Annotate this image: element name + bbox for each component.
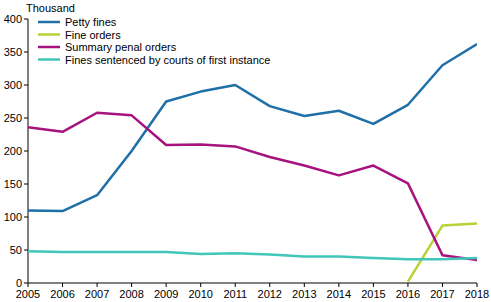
x-tick — [131, 283, 132, 287]
legend-label: Petty fines — [65, 16, 117, 28]
x-tick-label: 2006 — [50, 288, 74, 300]
x-tick — [442, 283, 443, 287]
x-tick-label: 2008 — [119, 288, 143, 300]
x-tick — [269, 283, 270, 287]
plot-area — [28, 44, 477, 282]
x-tick-label: 2015 — [361, 288, 385, 300]
x-tick-label: 2005 — [16, 288, 40, 300]
x-tick — [97, 283, 98, 287]
y-tick-label: 300 — [4, 79, 22, 91]
y-tick-label: 150 — [4, 178, 22, 190]
x-tick — [304, 283, 305, 287]
x-tick-label: 2011 — [223, 288, 247, 300]
y-tick-label: 200 — [4, 145, 22, 157]
y-axis-label: Thousand — [26, 2, 75, 14]
y-tick-label: 50 — [10, 244, 22, 256]
y-tick — [24, 85, 28, 86]
y-tick-label: 250 — [4, 112, 22, 124]
legend-swatch — [38, 21, 60, 24]
series-line — [28, 251, 477, 259]
x-axis: 2005 2006 2007 2008 2009 2010 2011 2012 2013 2014… — [16, 283, 489, 300]
y-tick — [24, 283, 28, 284]
x-tick-label: 2013 — [292, 288, 316, 300]
x-axis-line — [28, 283, 477, 284]
legend-label: Fine orders — [65, 29, 121, 41]
legend-label: Fines sentenced by courts of first insta… — [65, 54, 270, 66]
x-tick-label: 2018 — [465, 288, 489, 300]
x-tick — [166, 283, 167, 287]
x-tick — [62, 283, 63, 287]
chart: Thousand05010015020025030035040020052006… — [0, 0, 491, 302]
legend-swatch — [38, 58, 60, 61]
x-tick-label: 2014 — [327, 288, 351, 300]
series-line — [28, 113, 477, 260]
x-tick-label: 2016 — [396, 288, 420, 300]
x-tick — [28, 283, 29, 287]
x-tick — [373, 283, 374, 287]
y-tick — [24, 217, 28, 218]
legend-swatch — [38, 46, 60, 49]
y-tick — [24, 52, 28, 53]
y-tick — [24, 151, 28, 152]
x-tick — [477, 283, 478, 287]
x-tick — [407, 283, 408, 287]
y-tick-label: 100 — [4, 211, 22, 223]
x-tick-label: 2017 — [430, 288, 454, 300]
y-tick — [24, 184, 28, 185]
x-tick-label: 2012 — [258, 288, 282, 300]
y-tick-label: 400 — [4, 13, 22, 25]
x-tick — [338, 283, 339, 287]
x-tick-label: 2007 — [85, 288, 109, 300]
legend-swatch — [38, 33, 60, 36]
x-tick-label: 2010 — [188, 288, 212, 300]
x-tick-label: 2009 — [154, 288, 178, 300]
y-tick — [24, 19, 28, 20]
y-tick — [24, 118, 28, 119]
legend: Petty finesFine ordersSummary penal orde… — [38, 16, 270, 66]
y-axis: 050100150200250300350400 — [4, 13, 28, 289]
x-tick — [200, 283, 201, 287]
x-tick — [235, 283, 236, 287]
y-tick — [24, 250, 28, 251]
y-tick-label: 350 — [4, 46, 22, 58]
legend-label: Summary penal orders — [65, 41, 177, 53]
